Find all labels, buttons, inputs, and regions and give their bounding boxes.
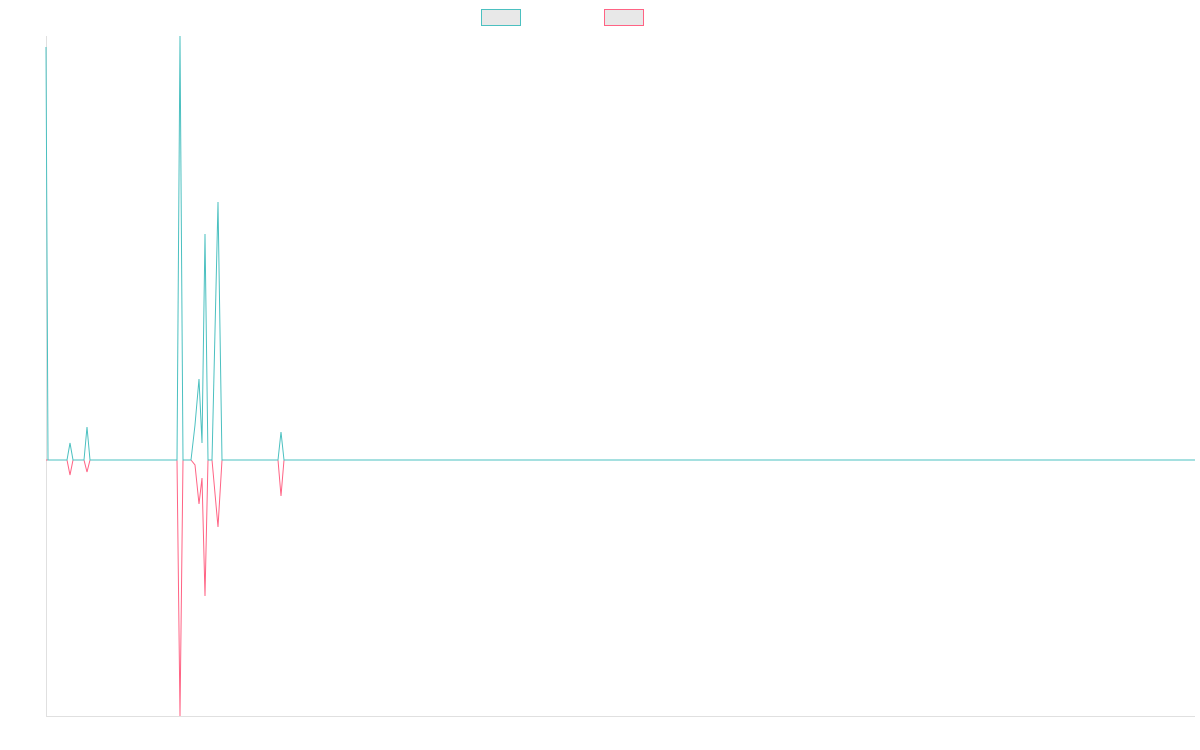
series-line <box>45 35 1195 461</box>
legend-swatch[interactable] <box>481 9 521 26</box>
series-line <box>46 459 1195 717</box>
legend-swatch[interactable] <box>604 9 644 26</box>
